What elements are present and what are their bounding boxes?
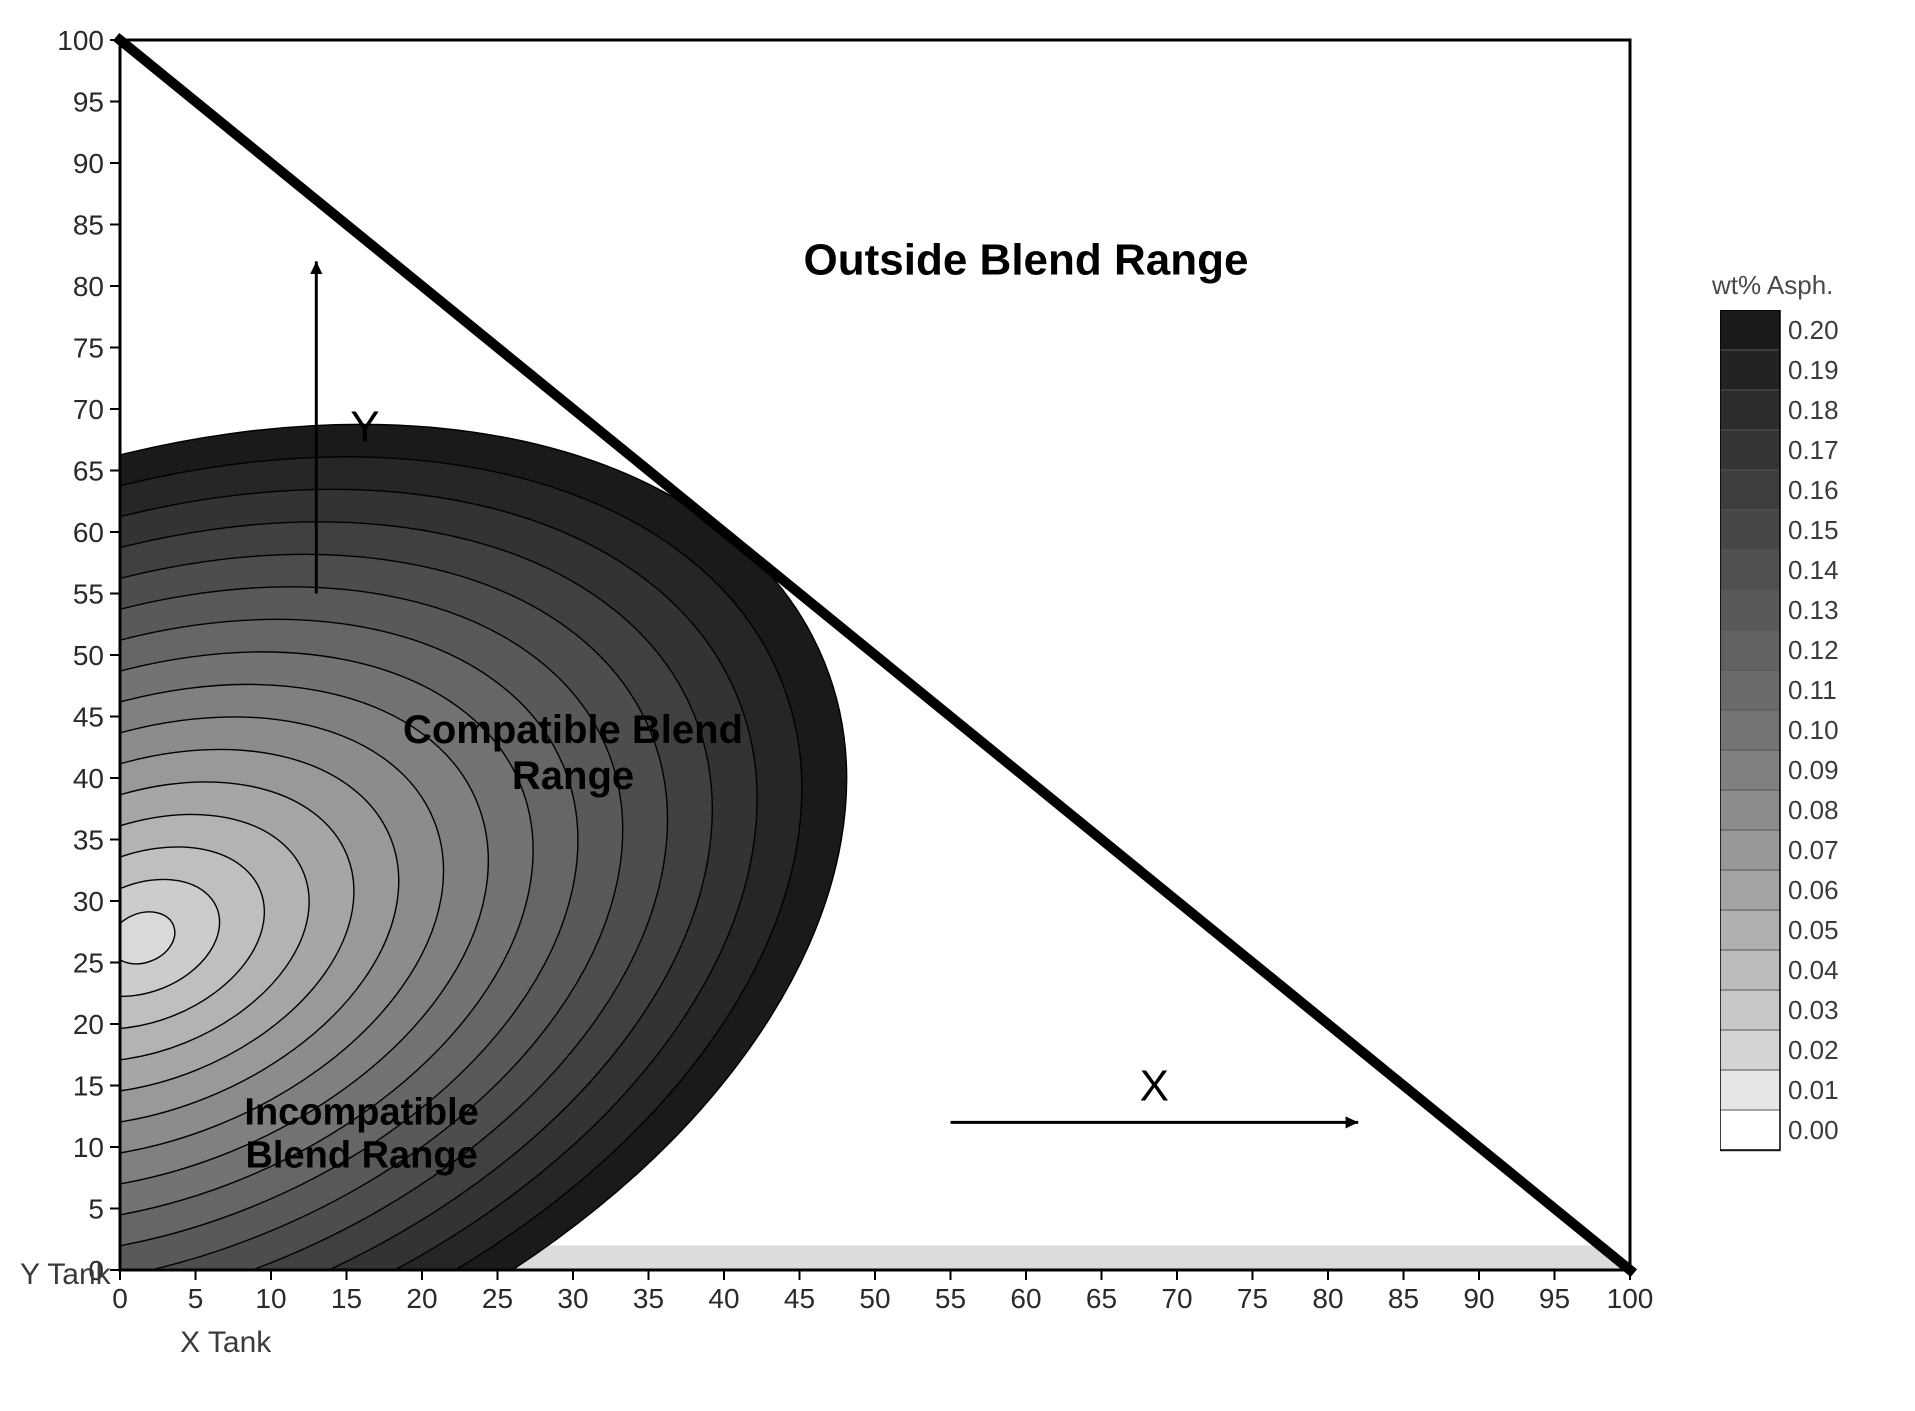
svg-text:10: 10 <box>255 1283 286 1314</box>
svg-text:80: 80 <box>1312 1283 1343 1314</box>
svg-text:0.11: 0.11 <box>1788 675 1837 705</box>
svg-text:25: 25 <box>73 948 104 979</box>
contour-plot-svg: 0 5 10 15 20 25 30 35 40 45 50 55 60 65 70 75 80 85 90 95 10… <box>0 0 1915 1411</box>
svg-text:35: 35 <box>633 1283 664 1314</box>
colorbar: 0.20 0.19 0.18 0.17 0.16 0.15 0.14 0.13 0.12 0.11… <box>1720 310 1880 1150</box>
svg-text:90: 90 <box>1463 1283 1494 1314</box>
svg-text:75: 75 <box>73 333 104 364</box>
svg-text:100: 100 <box>57 25 104 56</box>
svg-text:0.13: 0.13 <box>1788 595 1839 625</box>
svg-text:0.17: 0.17 <box>1788 435 1839 465</box>
svg-text:75: 75 <box>1237 1283 1268 1314</box>
colorbar-title: wt% Asph. <box>1712 270 1833 301</box>
label-incompatible-blend-range: Incompatible Blend Range <box>244 1091 478 1178</box>
svg-text:25: 25 <box>482 1283 513 1314</box>
svg-text:90: 90 <box>73 148 104 179</box>
svg-text:0.08: 0.08 <box>1788 795 1839 825</box>
svg-text:45: 45 <box>784 1283 815 1314</box>
x-axis-title: X Tank <box>180 1326 271 1360</box>
svg-text:85: 85 <box>73 210 104 241</box>
svg-text:0.16: 0.16 <box>1788 475 1839 505</box>
svg-text:0.10: 0.10 <box>1788 715 1839 745</box>
svg-text:0.00: 0.00 <box>1788 1115 1839 1145</box>
svg-text:0.03: 0.03 <box>1788 995 1839 1025</box>
svg-text:85: 85 <box>1388 1283 1419 1314</box>
svg-text:40: 40 <box>73 763 104 794</box>
svg-text:0.14: 0.14 <box>1788 555 1839 585</box>
svg-text:80: 80 <box>73 271 104 302</box>
svg-text:0.18: 0.18 <box>1788 395 1839 425</box>
svg-text:20: 20 <box>406 1283 437 1314</box>
svg-text:95: 95 <box>73 87 104 118</box>
svg-text:95: 95 <box>1539 1283 1570 1314</box>
svg-text:0.04: 0.04 <box>1788 955 1839 985</box>
figure-root: 0 5 10 15 20 25 30 35 40 45 50 55 60 65 70 75 80 85 90 95 10… <box>0 0 1915 1411</box>
svg-text:0.02: 0.02 <box>1788 1035 1839 1065</box>
svg-text:5: 5 <box>188 1283 204 1314</box>
label-compatible-blend-range: Compatible Blend Range <box>403 707 743 799</box>
svg-text:60: 60 <box>1010 1283 1041 1314</box>
svg-text:30: 30 <box>557 1283 588 1314</box>
svg-text:10: 10 <box>73 1132 104 1163</box>
svg-text:0.06: 0.06 <box>1788 875 1839 905</box>
svg-text:30: 30 <box>73 886 104 917</box>
svg-text:0.20: 0.20 <box>1788 315 1839 345</box>
svg-text:15: 15 <box>331 1283 362 1314</box>
svg-text:0.15: 0.15 <box>1788 515 1839 545</box>
svg-text:65: 65 <box>1086 1283 1117 1314</box>
svg-text:70: 70 <box>1161 1283 1192 1314</box>
svg-text:0: 0 <box>112 1283 128 1314</box>
svg-text:0.01: 0.01 <box>1788 1075 1839 1105</box>
svg-text:0.09: 0.09 <box>1788 755 1839 785</box>
y-axis-title: Y Tank <box>20 1258 111 1292</box>
svg-text:60: 60 <box>73 517 104 548</box>
label-outside-blend-range: Outside Blend Range <box>804 236 1249 287</box>
svg-text:100: 100 <box>1607 1283 1654 1314</box>
svg-text:50: 50 <box>73 640 104 671</box>
svg-text:Y: Y <box>350 402 379 451</box>
svg-text:15: 15 <box>73 1071 104 1102</box>
svg-text:55: 55 <box>73 579 104 610</box>
svg-text:0.05: 0.05 <box>1788 915 1839 945</box>
svg-text:35: 35 <box>73 825 104 856</box>
svg-text:X: X <box>1140 1061 1169 1110</box>
svg-text:50: 50 <box>859 1283 890 1314</box>
svg-text:40: 40 <box>708 1283 739 1314</box>
svg-text:5: 5 <box>88 1194 104 1225</box>
svg-text:0.19: 0.19 <box>1788 355 1839 385</box>
svg-text:0.12: 0.12 <box>1788 635 1839 665</box>
svg-text:55: 55 <box>935 1283 966 1314</box>
svg-text:20: 20 <box>73 1009 104 1040</box>
svg-text:70: 70 <box>73 394 104 425</box>
svg-text:65: 65 <box>73 456 104 487</box>
svg-text:45: 45 <box>73 702 104 733</box>
svg-text:0.07: 0.07 <box>1788 835 1839 865</box>
